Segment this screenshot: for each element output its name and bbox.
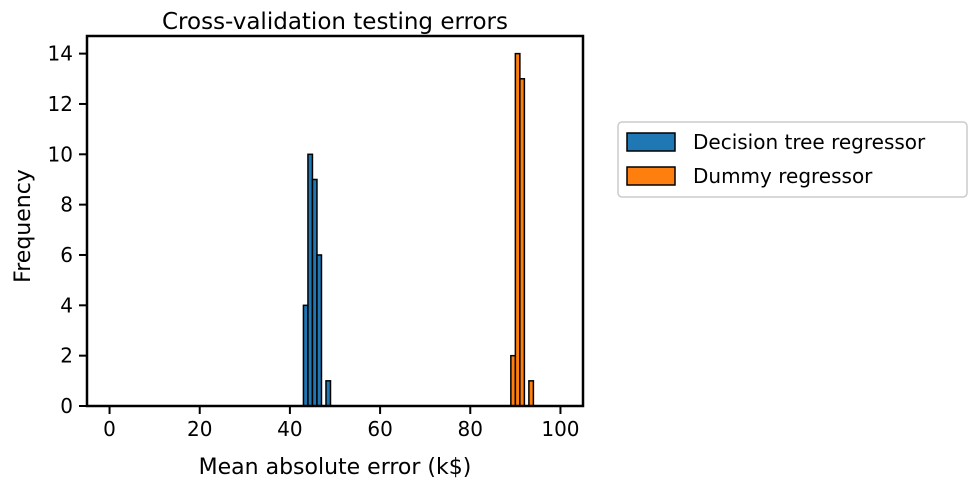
bars-group — [109, 52, 561, 407]
chart-title: Cross-validation testing errors — [162, 9, 508, 35]
legend: Decision tree regressor Dummy regressor — [617, 121, 968, 198]
y-tick-label: 6 — [60, 243, 73, 267]
plot-frame — [85, 34, 585, 408]
bar-dummy-2 — [519, 78, 526, 407]
y-tick-label: 0 — [60, 394, 73, 418]
legend-frame — [617, 121, 968, 198]
legend-label-decision-tree: Decision tree regressor — [693, 130, 926, 154]
x-tick-label: 60 — [367, 417, 392, 441]
y-tick-label: 14 — [48, 42, 73, 66]
bar-decision-tree-3 — [316, 254, 323, 407]
bar-decision-tree-5 — [325, 380, 332, 407]
y-tick-label: 10 — [48, 142, 73, 166]
y-tick-label: 2 — [60, 344, 73, 368]
x-axis-label: Mean absolute error (k$) — [199, 455, 472, 480]
x-tick-label: 40 — [277, 417, 302, 441]
x-tick-label: 20 — [187, 417, 212, 441]
bar-dummy-4 — [528, 380, 535, 407]
legend-swatch-decision-tree — [626, 132, 676, 152]
y-tick-label: 12 — [48, 92, 73, 116]
x-tick-label: 0 — [103, 417, 116, 441]
y-axis-label: Frequency — [11, 169, 36, 283]
legend-swatch-dummy — [626, 166, 676, 186]
y-tick-label: 8 — [60, 193, 73, 217]
x-tick-label: 100 — [541, 417, 579, 441]
x-tick-label: 80 — [458, 417, 483, 441]
legend-label-dummy: Dummy regressor — [693, 164, 873, 188]
y-tick-label: 4 — [60, 293, 73, 317]
axes-group: 0 20 40 60 80 100 0 2 4 6 8 10 12 14 — [48, 34, 585, 441]
